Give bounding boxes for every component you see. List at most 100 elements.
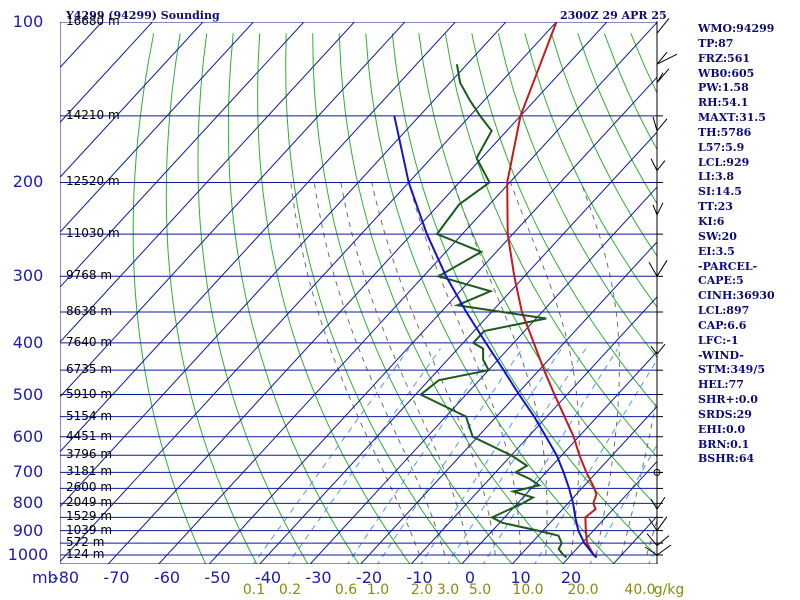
height-label: 16680 m <box>66 14 120 28</box>
wind-barb <box>656 51 678 65</box>
wind-barbs <box>644 17 678 564</box>
dry-adiabat-line <box>365 33 615 564</box>
mixing-ratio-lines <box>253 348 657 564</box>
index-row: SRDS:29 <box>698 407 752 421</box>
mixing-ratio-label: 40.0 <box>624 582 656 598</box>
mixing-ratio-line <box>420 348 562 564</box>
index-row: HEL:77 <box>698 378 744 392</box>
height-label: 3181 m <box>66 464 113 479</box>
height-label: 6735 m <box>66 362 113 377</box>
pressure-tick-label: 900 <box>12 520 44 540</box>
isotherm-line <box>309 186 657 564</box>
dry-adiabat-line <box>227 33 360 564</box>
moist-adiabat-line <box>510 182 580 556</box>
dry-adiabat-line <box>132 33 207 564</box>
dry-adiabat-line <box>197 33 309 564</box>
mixing-ratio-line <box>534 358 657 564</box>
height-label: 3796 m <box>66 447 113 462</box>
height-label: 11030 m <box>66 226 120 241</box>
isotherm-line <box>60 22 457 453</box>
mixing-ratio-line <box>589 444 657 564</box>
isotherm-line <box>60 22 204 179</box>
index-row: CAPE:5 <box>698 274 744 288</box>
index-row: EI:3.5 <box>698 244 735 258</box>
mixing-ratio-unit: g/kg <box>653 582 685 598</box>
index-panel: WMO:94299 TP:87 FRZ:561 WB0:605 PW:1.58 RH:54… <box>698 22 798 467</box>
dry-adiabat-line <box>444 33 657 458</box>
height-label: 5154 m <box>66 408 113 423</box>
height-label: 12520 m <box>66 174 120 189</box>
pressure-tick-label: 1000 <box>7 545 49 564</box>
wind-barb <box>650 158 666 171</box>
isotherm-line <box>60 22 255 233</box>
mixing-ratio-label: 20.0 <box>567 582 599 598</box>
pressure-tick-label: 700 <box>12 462 44 482</box>
temperature-tick-label: -50 <box>204 568 231 587</box>
mixing-ratio-label: 1.0 <box>366 582 390 598</box>
index-row: CAP:6.6 <box>698 318 747 332</box>
index-row: LI:3.8 <box>698 170 735 184</box>
height-label: 4451 m <box>66 428 113 443</box>
index-row: SI:14.5 <box>698 185 742 199</box>
pressure-tick-label: 800 <box>12 493 44 513</box>
temperature-tick-label: -60 <box>153 568 181 587</box>
moist-adiabat-line <box>371 182 496 556</box>
index-row: TT:23 <box>698 200 733 214</box>
moist-adiabat-line <box>340 182 471 556</box>
index-row: TH:5786 <box>698 125 752 139</box>
sounding-valid-time: 2300Z 29 APR 25 <box>560 9 667 22</box>
isotherm-line <box>562 460 657 564</box>
index-row: MAXT:31.5 <box>698 111 766 125</box>
mixing-ratio-label: 0.1 <box>242 582 266 598</box>
temperature-tick-label: -80 <box>52 568 80 587</box>
temperature-tick-label: -20 <box>355 568 383 587</box>
dry-adiabat-line <box>418 33 657 507</box>
isotherm-line <box>158 22 657 564</box>
isotherm-isobar-grid <box>60 22 657 564</box>
isotherm-line <box>60 22 507 508</box>
temperature-tick-label: 0 <box>464 568 476 587</box>
index-row: TP:87 <box>698 36 734 50</box>
temperature-tick-label: 10 <box>510 568 531 587</box>
dry-adiabat-line <box>165 33 258 564</box>
temperature-tick-label: -30 <box>305 568 332 587</box>
height-label: 1039 m <box>66 522 113 537</box>
wind-barb <box>648 516 668 531</box>
height-label: 572 m <box>66 535 105 550</box>
dry-adiabat-line <box>524 33 657 308</box>
dry-adiabat-line <box>391 33 657 557</box>
sounding-title: Y4299 (94299) Sounding <box>66 9 220 22</box>
isotherm-line <box>461 351 657 564</box>
mixing-ratio-line <box>447 348 587 564</box>
isotherm-line <box>60 22 558 563</box>
pressure-tick-label: 100 <box>12 12 44 31</box>
dry-adiabat-line <box>257 33 411 564</box>
mixing-ratio-label: 0.6 <box>334 582 358 598</box>
index-row: -PARCEL- <box>698 259 758 273</box>
dry-adiabat-line <box>312 33 513 564</box>
isotherm-line <box>60 22 356 343</box>
pressure-unit-label: mb <box>32 568 58 587</box>
wind-barb <box>656 68 670 84</box>
mixing-ratio-label: 5.0 <box>468 582 492 598</box>
temperature-tick-label: 20 <box>560 568 582 587</box>
wind-barb <box>644 544 672 556</box>
isotherm-line <box>259 131 657 564</box>
sounding-traces <box>393 22 598 559</box>
isotherm-line <box>511 405 657 564</box>
mixing-ratio-label: 3.0 <box>436 582 460 598</box>
wind-barb <box>650 343 666 355</box>
height-label: 5910 m <box>66 386 113 401</box>
isotherm-line <box>360 241 657 564</box>
dry-adiabat-line <box>550 33 657 257</box>
index-row: LFC:-1 <box>698 333 739 347</box>
pressure-tick-label: 500 <box>12 384 44 404</box>
wind-barb <box>646 533 670 546</box>
parcel-line <box>393 115 598 559</box>
index-row: LCL:929 <box>698 155 750 169</box>
temperature-tick-label: -40 <box>254 568 282 587</box>
index-row: EHI:0.0 <box>698 422 746 436</box>
height-label: 2049 m <box>66 495 113 510</box>
height-label: 14210 m <box>66 107 120 122</box>
